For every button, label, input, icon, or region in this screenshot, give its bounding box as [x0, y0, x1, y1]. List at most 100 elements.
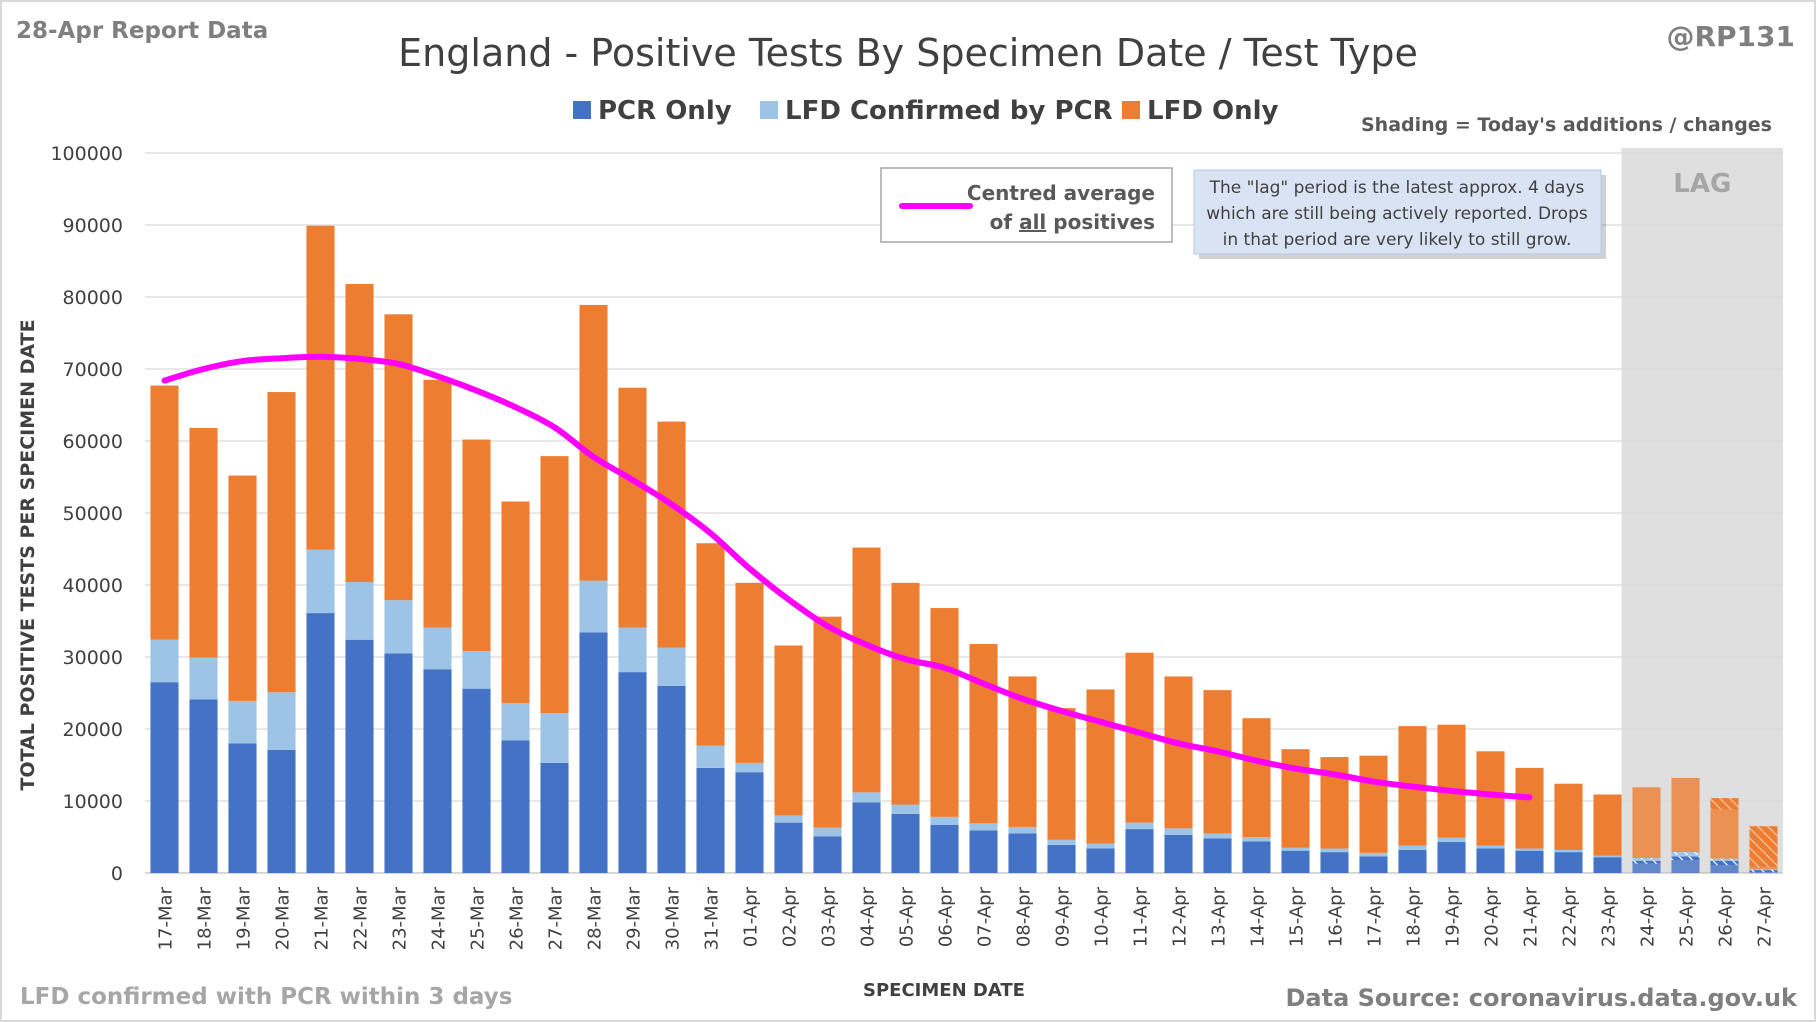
bar-lfd-only-today-change: [1749, 826, 1778, 868]
legend-label-lfd-only: LFD Only: [1147, 96, 1278, 126]
bar-pcr-only: [1710, 865, 1739, 873]
bar-lfd-confirmed-today-change: [1632, 857, 1661, 860]
bar-lfd-confirmed: [1281, 847, 1310, 851]
bar-lfd-confirmed: [228, 700, 257, 744]
bar-pcr-only: [735, 772, 764, 873]
bar-pcr-only-today-change: [1749, 870, 1778, 873]
x-tick-label: 19-Mar: [234, 886, 255, 950]
x-tick-label: 10-Apr: [1092, 886, 1113, 947]
bar-lfd-only: [1749, 867, 1778, 870]
bar-pcr-only: [1203, 838, 1232, 873]
x-tick-label: 18-Mar: [195, 886, 216, 950]
bar-lfd-only: [345, 284, 374, 583]
bar-lfd-confirmed: [774, 815, 803, 823]
bar-lfd-confirmed: [306, 549, 335, 614]
bar-lfd-confirmed: [696, 745, 725, 768]
bar-lfd-only: [735, 582, 764, 763]
lag-note-box: The "lag" period is the latest approx. 4…: [1193, 169, 1606, 259]
bar-pcr-only: [930, 824, 959, 873]
bar-lfd-confirmed: [1047, 839, 1076, 845]
bar-lfd-confirmed: [1437, 837, 1466, 843]
bar-lfd-only: [1632, 787, 1661, 858]
bar-pcr-only: [1047, 844, 1076, 873]
bars: [150, 225, 1778, 873]
x-tick-label: 25-Apr: [1677, 886, 1698, 947]
bar-pcr-only: [540, 762, 569, 873]
bar-pcr-only: [657, 685, 686, 873]
x-tick-label: 15-Apr: [1287, 886, 1308, 947]
bar-pcr-only: [1125, 829, 1154, 873]
bar-lfd-confirmed: [1593, 855, 1622, 858]
average-legend-line2: of all positives: [990, 210, 1155, 234]
x-tick-label: 20-Apr: [1482, 886, 1503, 947]
bar-pcr-only: [1476, 848, 1505, 873]
bar-lfd-only: [1554, 783, 1583, 850]
bar-lfd-only: [852, 547, 881, 793]
x-tick-label: 04-Apr: [858, 886, 879, 947]
x-axis-title: SPECIMEN DATE: [863, 980, 1025, 1001]
bar-lfd-only: [501, 501, 530, 704]
bar-pcr-only: [150, 682, 179, 873]
bar-lfd-only: [423, 379, 452, 628]
bar-pcr-only: [696, 767, 725, 873]
lag-note-frame: [1193, 169, 1602, 255]
bar-lfd-confirmed: [891, 804, 920, 814]
author-handle: @RP131: [1666, 20, 1795, 53]
bar-pcr-only: [852, 802, 881, 873]
average-legend-line1: Centred average: [967, 181, 1155, 205]
bar-pcr-only: [228, 743, 257, 873]
x-tick-label: 26-Apr: [1716, 886, 1737, 947]
legend-swatch-lfd-only: [1122, 101, 1140, 119]
bar-lfd-confirmed: [1125, 822, 1154, 830]
bar-pcr-only: [501, 740, 530, 873]
bar-pcr-only: [891, 813, 920, 873]
bar-lfd-only-today-change: [1710, 798, 1739, 810]
bar-lfd-confirmed: [1671, 855, 1700, 857]
y-tick-label: 10000: [63, 791, 123, 813]
data-source: Data Source: coronavirus.data.gov.uk: [1286, 984, 1799, 1012]
report-label: 28-Apr Report Data: [16, 18, 268, 44]
bar-pcr-only: [1242, 841, 1271, 873]
bar-lfd-only: [306, 225, 335, 550]
x-tick-label: 26-Mar: [507, 886, 528, 950]
bar-lfd-confirmed: [1554, 849, 1583, 853]
x-tick-label: 17-Apr: [1365, 886, 1386, 947]
y-axis-title: TOTAL POSITIVE TESTS PER SPECIMEN DATE: [17, 319, 39, 790]
bar-pcr-only: [423, 669, 452, 873]
bar-pcr-only: [1671, 860, 1700, 873]
bar-pcr-only-today-change: [1710, 860, 1739, 866]
legend-label-lfd-confirmed: LFD Confirmed by PCR: [785, 96, 1113, 126]
x-tick-label: 24-Mar: [429, 886, 450, 950]
x-tick-label: 12-Apr: [1170, 886, 1191, 947]
bar-lfd-confirmed: [1164, 828, 1193, 835]
bar-lfd-only: [267, 392, 296, 693]
bar-lfd-only: [1710, 809, 1739, 859]
bar-pcr-only: [1515, 850, 1544, 873]
x-tick-label: 30-Mar: [663, 886, 684, 950]
x-tick-label: 27-Mar: [546, 886, 567, 950]
bar-lfd-only: [618, 387, 647, 628]
x-tick-label: 28-Mar: [585, 886, 606, 950]
bar-lfd-only: [150, 385, 179, 640]
x-tick-label: 06-Apr: [936, 886, 957, 947]
bar-lfd-confirmed-today-change: [1671, 852, 1700, 855]
bar-pcr-only: [345, 639, 374, 873]
bar-lfd-only: [969, 644, 998, 824]
bar-pcr-only: [1359, 856, 1388, 873]
y-tick-label: 0: [111, 863, 123, 885]
x-tick-labels: 17-Mar 18-Mar 19-Mar 20-Mar 21-Mar 22-Mar 23-M…: [156, 886, 1776, 950]
bar-pcr-only: [1008, 833, 1037, 873]
x-tick-label: 22-Apr: [1560, 886, 1581, 947]
legend-swatch-pcr-only: [573, 101, 591, 119]
x-tick-label: 14-Apr: [1248, 886, 1269, 947]
y-tick-label: 70000: [63, 359, 123, 381]
legend-label-pcr-only: PCR Only: [598, 96, 732, 126]
lag-note-line2: which are still being actively reported.…: [1206, 204, 1588, 224]
bar-lfd-confirmed: [1710, 860, 1739, 861]
bar-pcr-only: [1086, 848, 1115, 873]
bar-lfd-only: [1047, 708, 1076, 840]
bar-lfd-only: [462, 439, 491, 652]
bar-pcr-only: [579, 632, 608, 873]
x-tick-label: 27-Apr: [1755, 886, 1776, 947]
